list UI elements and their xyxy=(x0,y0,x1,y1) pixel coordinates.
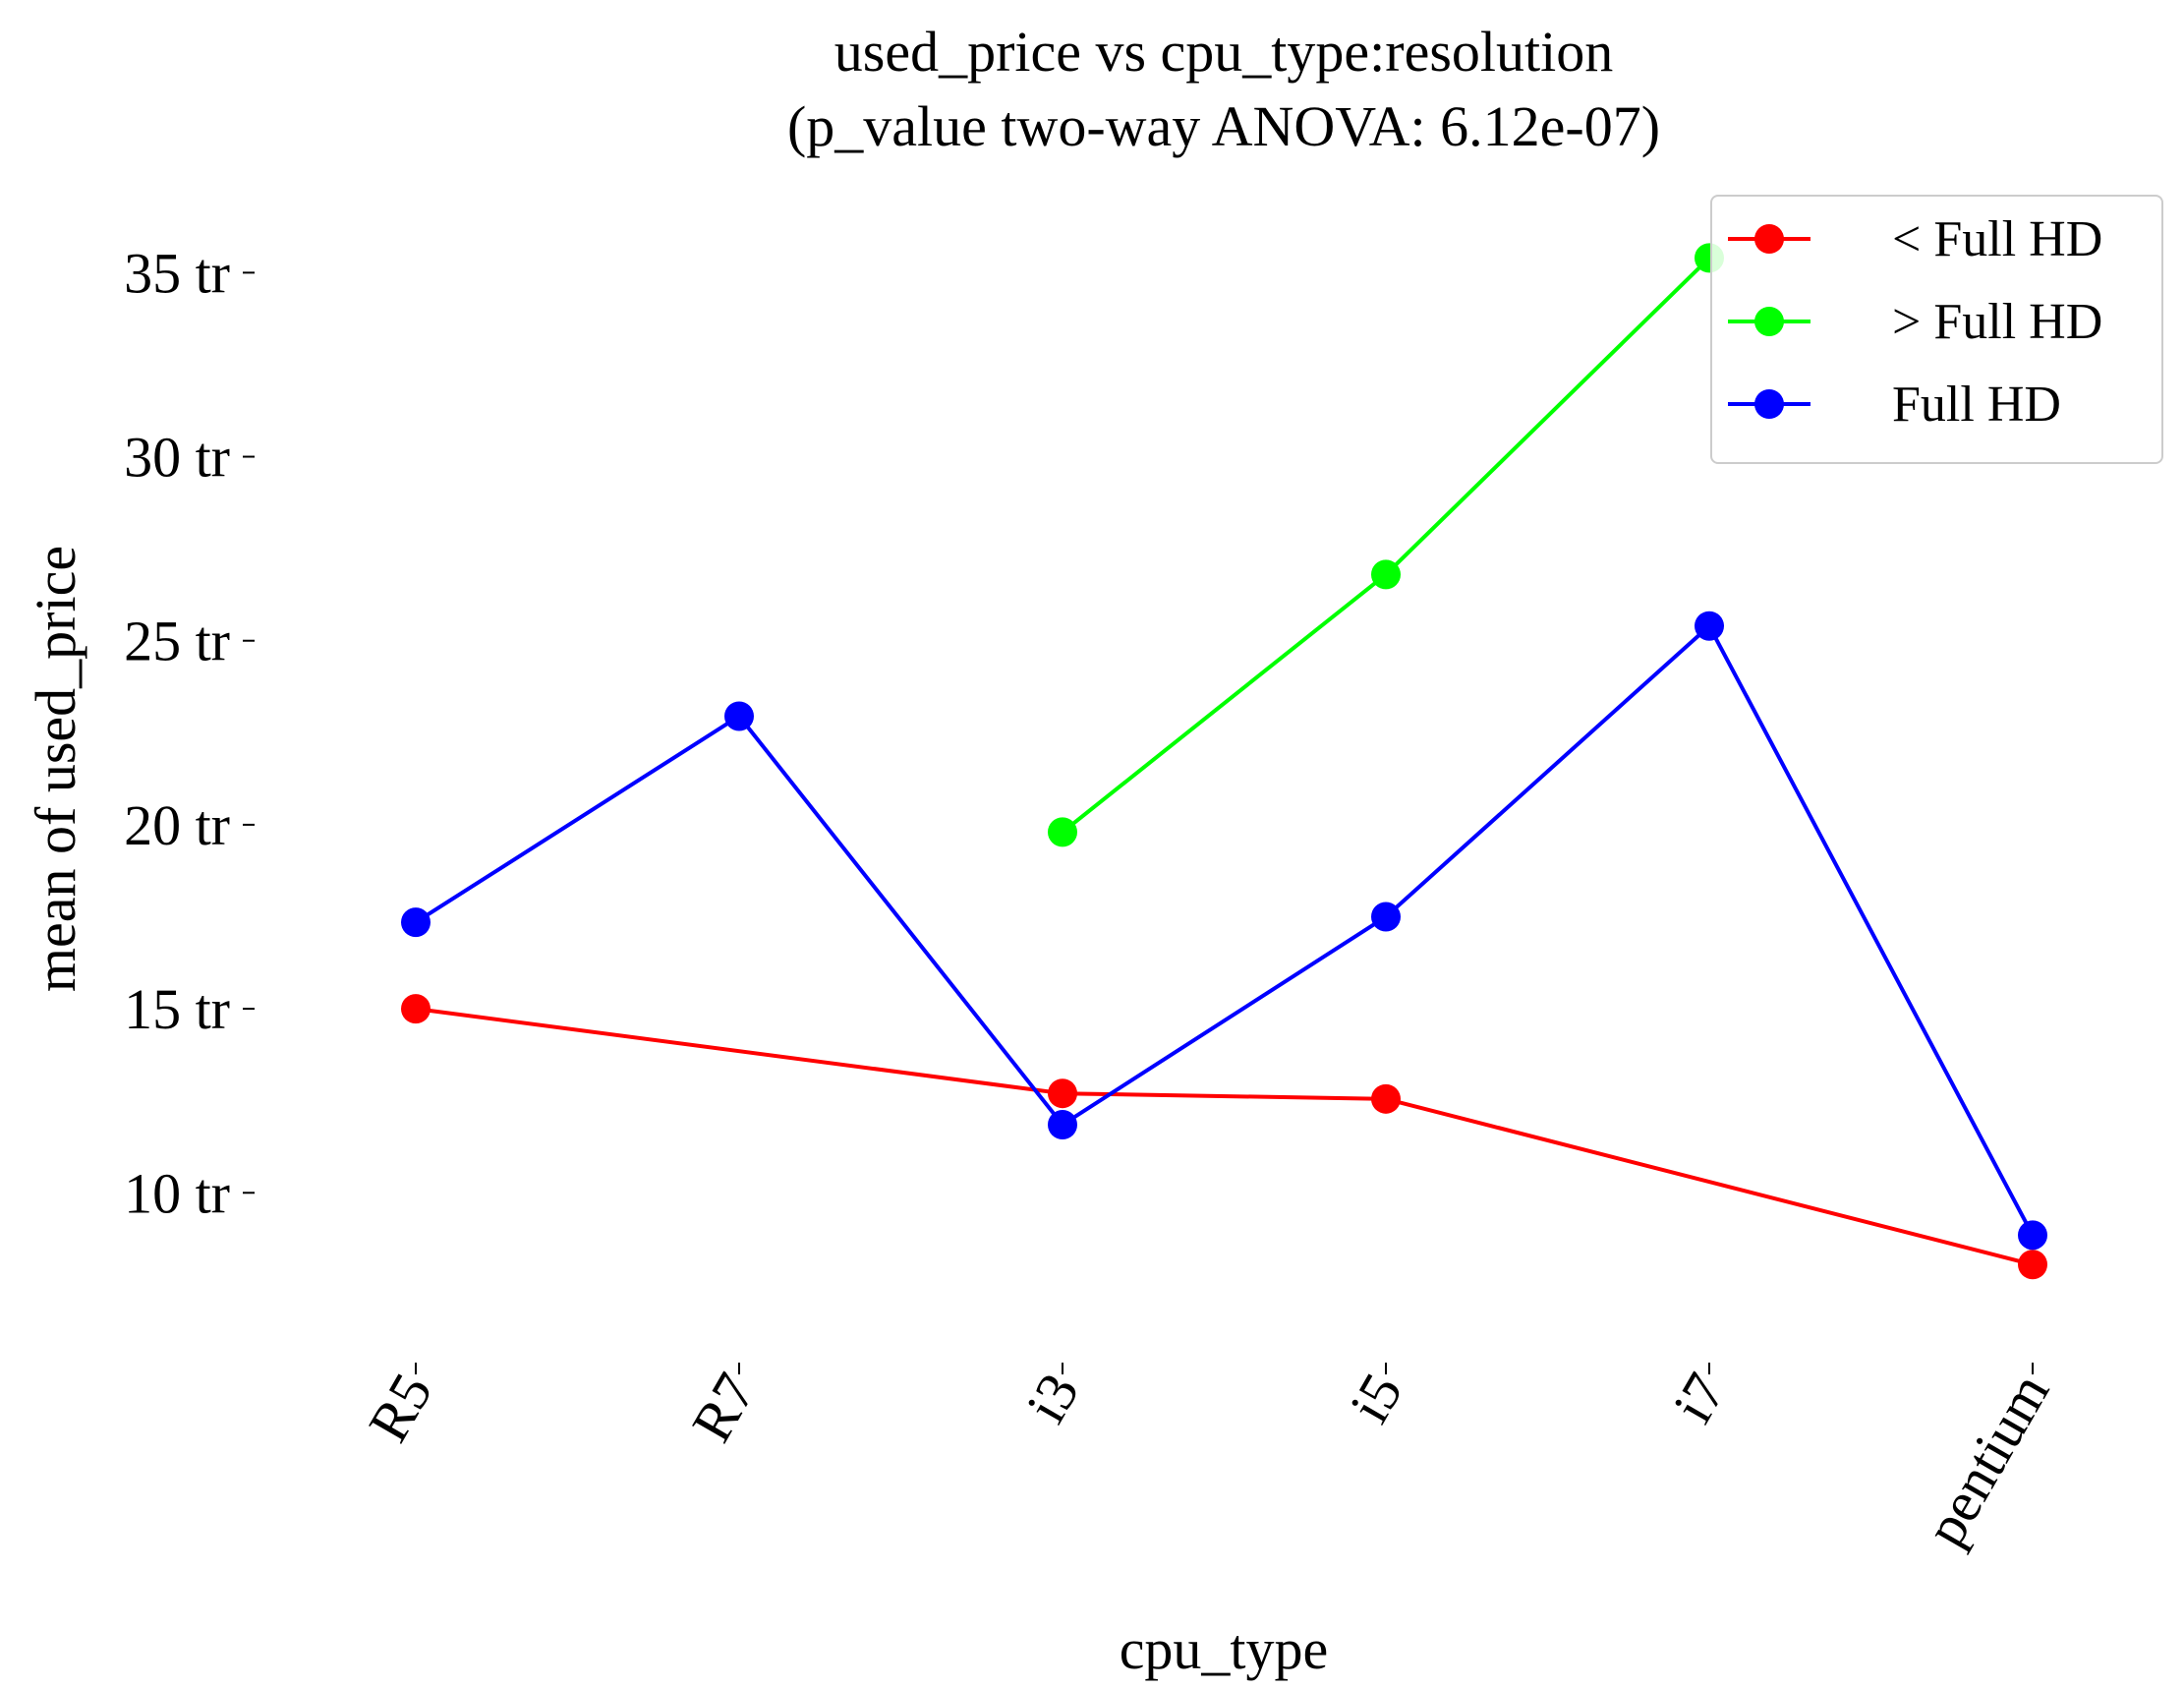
legend-item-lt-full-hd: < Full HD xyxy=(1728,211,2102,267)
series-gt-full-hd xyxy=(1048,243,1724,847)
data-point xyxy=(1371,1083,1401,1114)
data-point xyxy=(1048,1110,1077,1140)
series-line xyxy=(1061,256,1711,834)
legend-marker xyxy=(1754,389,1784,419)
legend-marker xyxy=(1754,307,1784,336)
legend-frame xyxy=(1710,195,2163,464)
x-tick-label: R7 xyxy=(679,1363,768,1452)
data-point xyxy=(401,994,431,1024)
legend-label: < Full HD xyxy=(1892,211,2102,267)
x-tick-label: R5 xyxy=(356,1363,444,1452)
data-point xyxy=(2018,1250,2047,1280)
x-tick-label: i5 xyxy=(1337,1363,1414,1433)
x-tick-label: pentium xyxy=(1913,1363,2061,1556)
legend-label: > Full HD xyxy=(1892,294,2102,350)
legend: < Full HD > Full HD Full HD xyxy=(1710,195,2163,464)
x-axis-label: cpu_type xyxy=(1120,1617,1329,1681)
x-tick-label: i3 xyxy=(1013,1363,1091,1433)
data-point xyxy=(2018,1220,2047,1251)
chart-subtitle: (p_value two-way ANOVA: 6.12e-07) xyxy=(787,94,1660,158)
y-tick-label: 25 tr xyxy=(124,610,230,673)
y-tick-label: 20 tr xyxy=(124,793,230,857)
series-line xyxy=(414,623,2035,1237)
x-tick-label: i7 xyxy=(1660,1363,1738,1433)
legend-label: Full HD xyxy=(1892,377,2061,433)
legend-marker xyxy=(1754,224,1784,254)
y-tick-label: 30 tr xyxy=(124,426,230,490)
x-axis: R5 R7 i3 i5 i7 pentium xyxy=(356,1363,2061,1556)
series-lt-full-hd xyxy=(401,994,2047,1280)
data-point xyxy=(1371,559,1401,590)
data-point xyxy=(724,701,754,731)
data-point xyxy=(1371,902,1401,932)
data-point xyxy=(1695,611,1724,641)
data-point xyxy=(401,907,431,938)
data-point xyxy=(1048,817,1077,847)
y-tick-label: 15 tr xyxy=(124,977,230,1041)
legend-item-full-hd: Full HD xyxy=(1728,377,2061,433)
y-tick-label: 10 tr xyxy=(124,1161,230,1225)
legend-item-gt-full-hd: > Full HD xyxy=(1728,294,2102,350)
y-axis: 10 tr 15 tr 20 tr 25 tr 30 tr 35 tr xyxy=(124,241,255,1225)
series-full-hd xyxy=(401,611,2047,1251)
chart-title: used_price vs cpu_type:resolution xyxy=(834,20,1614,84)
y-axis-label: mean of used_price xyxy=(24,546,87,992)
data-point xyxy=(1048,1078,1077,1109)
series-line xyxy=(415,1007,2034,1267)
series-layer xyxy=(401,243,2047,1280)
y-tick-label: 35 tr xyxy=(124,241,230,305)
